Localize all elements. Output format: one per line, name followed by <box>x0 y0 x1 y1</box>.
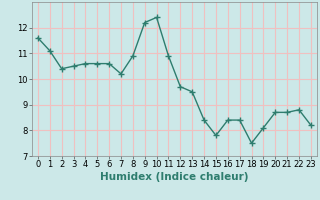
X-axis label: Humidex (Indice chaleur): Humidex (Indice chaleur) <box>100 172 249 182</box>
